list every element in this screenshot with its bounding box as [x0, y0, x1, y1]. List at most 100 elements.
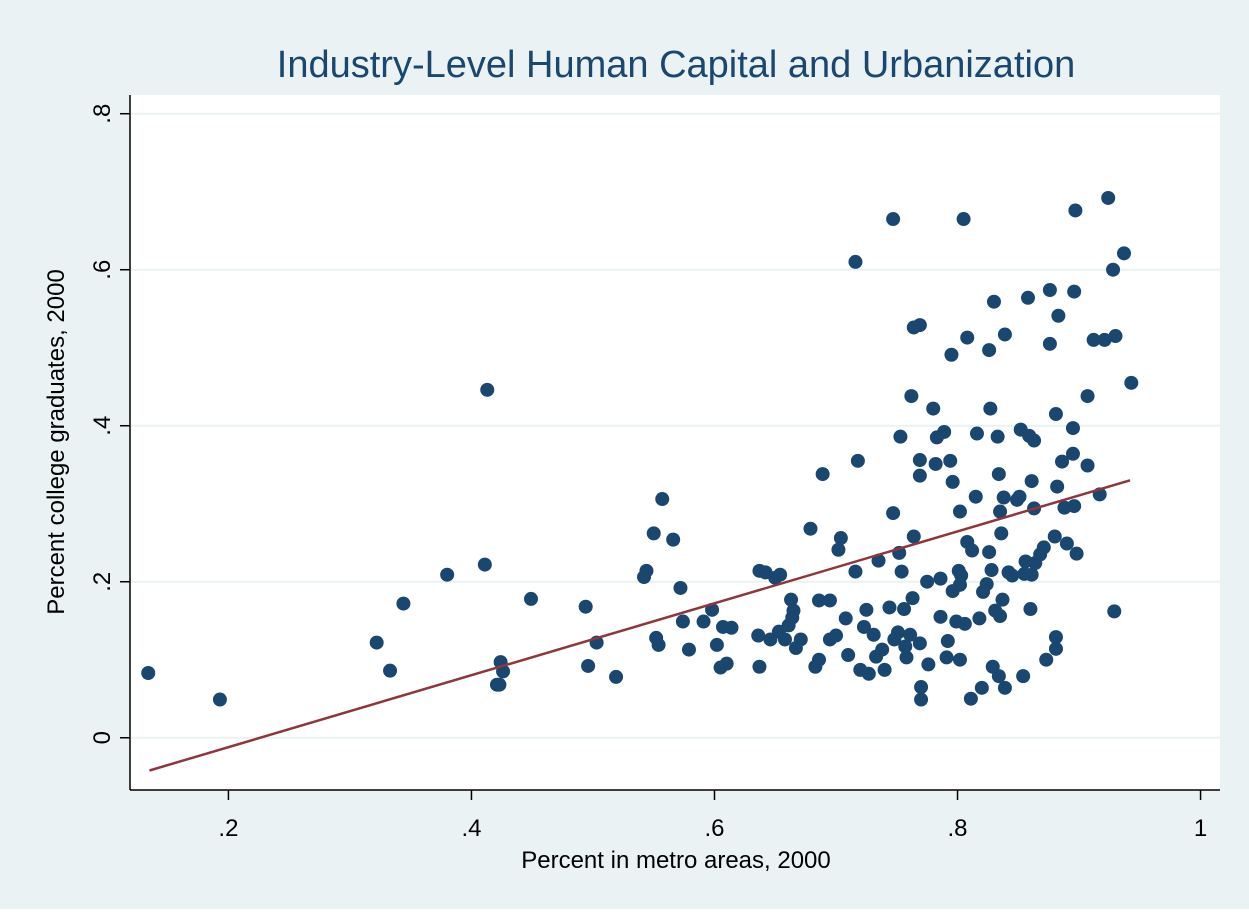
point [838, 611, 853, 626]
point [875, 642, 890, 657]
point [1005, 568, 1020, 583]
point [141, 665, 156, 680]
point [905, 591, 920, 606]
point [957, 616, 972, 631]
point [646, 526, 661, 541]
point [979, 577, 994, 592]
point [1048, 630, 1063, 645]
point [655, 492, 670, 507]
point [786, 603, 801, 618]
point [1068, 203, 1083, 218]
point [524, 591, 539, 606]
point [986, 294, 1001, 309]
point [1042, 336, 1057, 351]
point [1080, 389, 1095, 404]
point [991, 467, 1006, 482]
point [1036, 540, 1051, 555]
point [972, 611, 987, 626]
point [1117, 246, 1132, 261]
y-tick-label: .8 [89, 104, 116, 124]
point [856, 619, 871, 634]
point [1106, 262, 1121, 277]
point [991, 669, 1006, 684]
point [952, 504, 967, 519]
point [1016, 669, 1031, 684]
point [815, 467, 830, 482]
point [893, 429, 908, 444]
x-tick-label: .6 [704, 815, 724, 842]
point [1027, 433, 1042, 448]
point [440, 567, 455, 582]
point [1065, 421, 1080, 436]
point [651, 637, 666, 652]
x-tick-label: .8 [948, 815, 968, 842]
point [963, 691, 978, 706]
point [993, 504, 1008, 519]
point [1065, 446, 1080, 461]
point [939, 650, 954, 665]
point [675, 614, 690, 629]
point [983, 401, 998, 416]
point [681, 642, 696, 657]
point [1086, 332, 1101, 347]
point [899, 650, 914, 665]
point [477, 557, 492, 572]
point [912, 318, 927, 333]
point [886, 506, 901, 521]
point [995, 592, 1010, 607]
point [914, 680, 929, 695]
point [719, 656, 734, 671]
point [954, 568, 969, 583]
point [943, 453, 958, 468]
point [777, 632, 792, 647]
point [871, 553, 886, 568]
point [811, 652, 826, 667]
x-tick-label: .2 [218, 815, 238, 842]
point [920, 574, 935, 589]
y-tick-label: 0 [89, 731, 116, 744]
point [1050, 479, 1065, 494]
point [904, 389, 919, 404]
point [773, 567, 788, 582]
point [578, 599, 593, 614]
point [1069, 546, 1084, 561]
point [926, 401, 941, 416]
point [841, 648, 856, 663]
point [897, 602, 912, 617]
point [1108, 329, 1123, 344]
point [968, 489, 983, 504]
point [1023, 602, 1038, 617]
point [709, 637, 724, 652]
point [581, 658, 596, 673]
chart-title: Industry-Level Human Capital and Urbaniz… [277, 44, 1075, 86]
x-axis-label: Percent in metro areas, 2000 [521, 847, 831, 874]
point [850, 453, 865, 468]
point [944, 347, 959, 362]
point [906, 529, 921, 544]
point [1024, 567, 1039, 582]
point [848, 254, 863, 269]
point [933, 609, 948, 624]
point [859, 602, 874, 617]
point [666, 532, 681, 547]
point [784, 592, 799, 607]
y-axis-label: Percent college graduates, 2000 [43, 269, 70, 615]
point [751, 628, 766, 643]
y-tick-label: .6 [89, 260, 116, 280]
point [965, 543, 980, 558]
point [990, 429, 1005, 444]
point [898, 639, 913, 654]
y-tick-label: .4 [89, 416, 116, 436]
point [984, 563, 999, 578]
point [914, 692, 929, 707]
y-tick-label: .2 [89, 572, 116, 592]
point [1012, 489, 1027, 504]
point [831, 542, 846, 557]
point [890, 625, 905, 640]
point [886, 212, 901, 227]
point [933, 571, 948, 586]
point [937, 424, 952, 439]
point [928, 456, 943, 471]
